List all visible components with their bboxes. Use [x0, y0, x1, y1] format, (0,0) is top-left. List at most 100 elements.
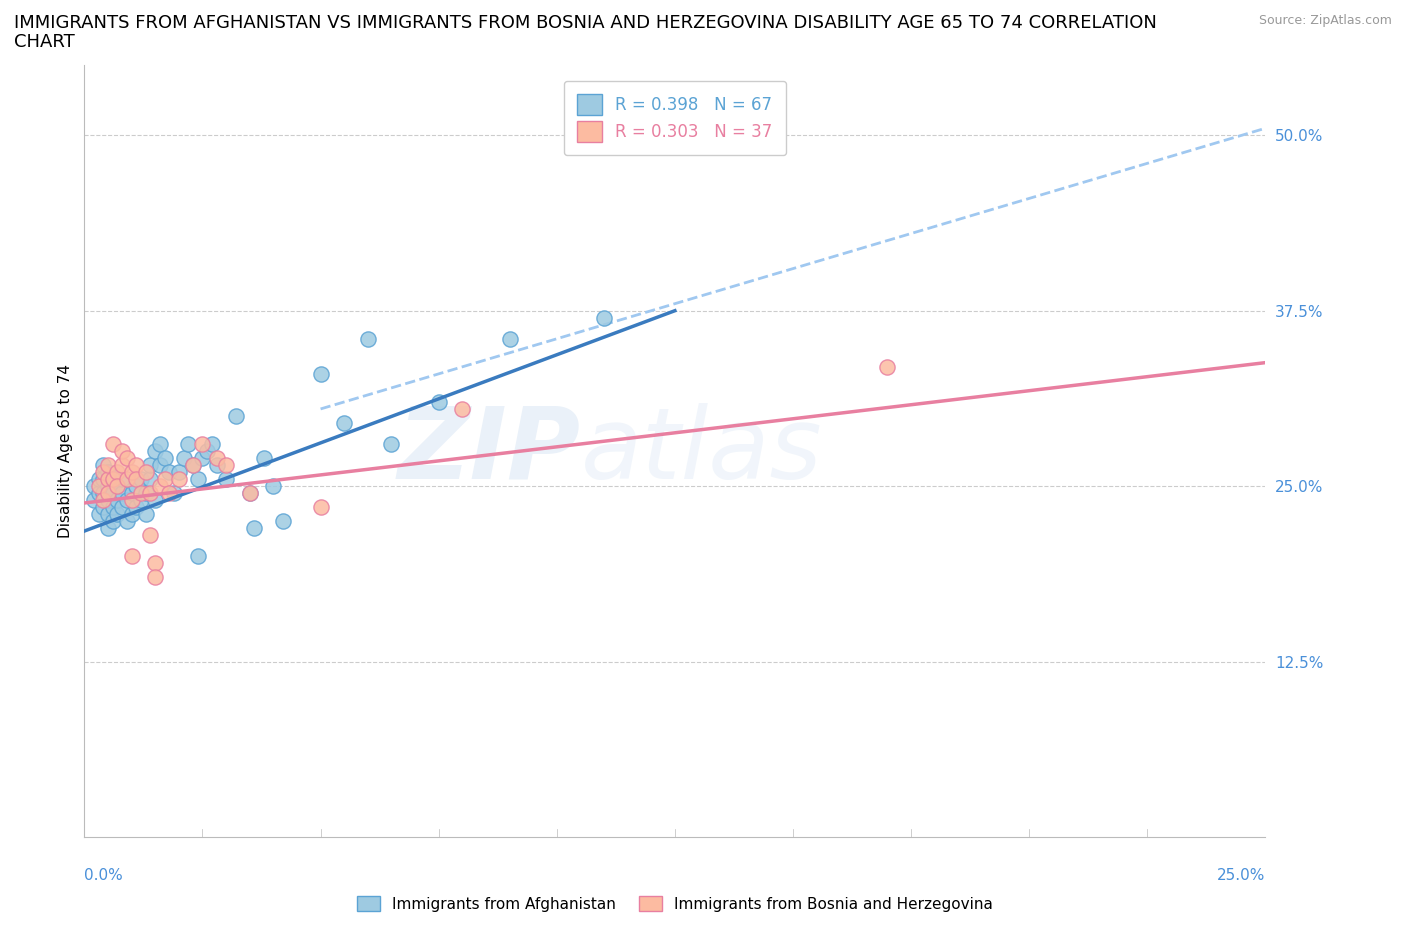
Point	[205, 451, 228, 466]
Point	[91, 499, 114, 514]
Point	[205, 458, 228, 472]
Point	[271, 513, 294, 528]
Point	[97, 507, 120, 522]
Point	[101, 436, 124, 451]
Point	[135, 485, 157, 500]
Text: 25.0%: 25.0%	[1218, 868, 1265, 883]
Point	[153, 451, 176, 466]
Point	[243, 521, 266, 536]
Point	[91, 458, 114, 472]
Point	[125, 472, 148, 486]
Point	[143, 444, 166, 458]
Point	[115, 493, 138, 508]
Point	[107, 507, 129, 522]
Point	[498, 331, 520, 346]
Point	[215, 472, 238, 486]
Point	[215, 458, 238, 472]
Point	[135, 465, 157, 480]
Point	[97, 521, 120, 536]
Point	[451, 402, 474, 417]
Point	[139, 528, 162, 543]
Point	[83, 479, 105, 494]
Point	[129, 472, 152, 486]
Point	[181, 458, 204, 472]
Text: ZIP: ZIP	[398, 403, 581, 499]
Point	[173, 451, 195, 466]
Point	[149, 479, 172, 494]
Point	[380, 436, 402, 451]
Point	[187, 549, 209, 564]
Point	[139, 485, 162, 500]
Point	[149, 436, 172, 451]
Point	[115, 472, 138, 486]
Point	[163, 485, 186, 500]
Point	[97, 458, 120, 472]
Point	[101, 499, 124, 514]
Point	[149, 458, 172, 472]
Point	[91, 485, 114, 500]
Y-axis label: Disability Age 65 to 74: Disability Age 65 to 74	[58, 364, 73, 538]
Point	[157, 465, 180, 480]
Point	[111, 485, 134, 500]
Point	[125, 479, 148, 494]
Point	[177, 436, 200, 451]
Point	[139, 458, 162, 472]
Point	[143, 493, 166, 508]
Point	[157, 485, 180, 500]
Point	[97, 493, 120, 508]
Point	[83, 493, 105, 508]
Point	[309, 366, 332, 381]
Point	[239, 485, 262, 500]
Point	[107, 479, 129, 494]
Text: CHART: CHART	[14, 33, 75, 50]
Point	[225, 408, 247, 423]
Point	[91, 465, 114, 480]
Point	[121, 465, 143, 480]
Point	[107, 493, 129, 508]
Point	[427, 394, 450, 409]
Point	[97, 465, 120, 480]
Point	[101, 472, 124, 486]
Point	[87, 472, 110, 486]
Point	[111, 472, 134, 486]
Point	[191, 436, 214, 451]
Point	[253, 451, 276, 466]
Point	[115, 513, 138, 528]
Point	[121, 485, 143, 500]
Legend: Immigrants from Afghanistan, Immigrants from Bosnia and Herzegovina: Immigrants from Afghanistan, Immigrants …	[350, 889, 1000, 918]
Point	[167, 472, 190, 486]
Point	[143, 556, 166, 571]
Point	[125, 499, 148, 514]
Point	[121, 493, 143, 508]
Point	[181, 458, 204, 472]
Point	[111, 499, 134, 514]
Point	[101, 485, 124, 500]
Point	[333, 416, 356, 431]
Point	[111, 444, 134, 458]
Point	[143, 570, 166, 585]
Point	[309, 499, 332, 514]
Point	[191, 451, 214, 466]
Point	[87, 485, 110, 500]
Point	[121, 507, 143, 522]
Point	[195, 444, 218, 458]
Point	[121, 549, 143, 564]
Point	[107, 479, 129, 494]
Point	[97, 485, 120, 500]
Point	[125, 458, 148, 472]
Point	[201, 436, 224, 451]
Point	[129, 485, 152, 500]
Point	[101, 472, 124, 486]
Point	[357, 331, 380, 346]
Text: 0.0%: 0.0%	[84, 868, 124, 883]
Point	[107, 465, 129, 480]
Point	[129, 493, 152, 508]
Point	[91, 472, 114, 486]
Point	[153, 472, 176, 486]
Point	[97, 479, 120, 494]
Point	[87, 507, 110, 522]
Text: atlas: atlas	[581, 403, 823, 499]
Point	[101, 513, 124, 528]
Point	[111, 458, 134, 472]
Point	[135, 507, 157, 522]
